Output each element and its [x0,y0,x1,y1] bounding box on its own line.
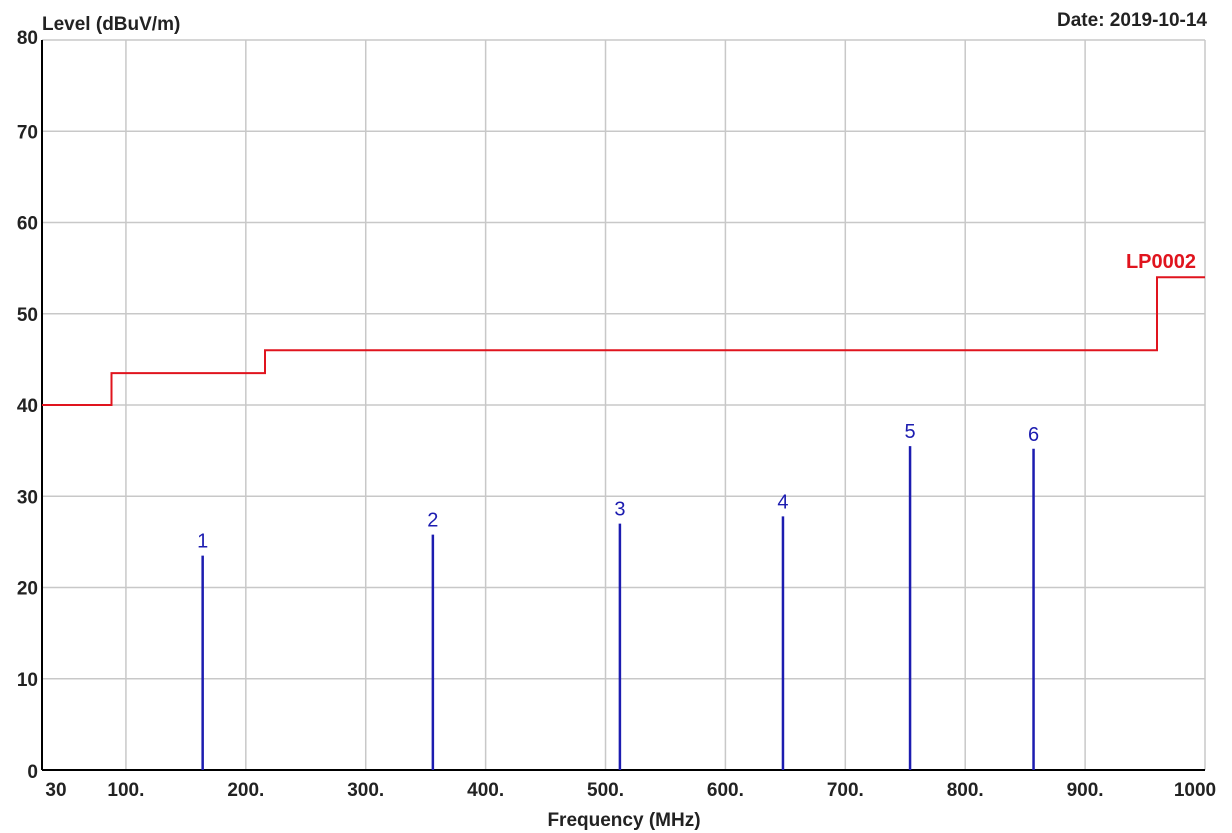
y-tick-label: 40 [17,396,38,417]
markers: 1 2 3 4 5 6 [197,421,1039,770]
x-tick-label: 30 [45,780,66,801]
y-tick-label: 20 [17,579,38,600]
x-tick-label: 900. [1067,780,1104,801]
y-axis-label: Level (dBuV/m) [42,14,180,35]
x-tick-label: 300. [347,780,384,801]
x-tick-label: 200. [227,780,264,801]
y-tick-label: 80 [17,28,38,49]
marker-label-2: 2 [427,510,438,532]
x-axis-label: Frequency (MHz) [547,810,700,831]
x-tick-label: 400. [467,780,504,801]
date-label: Date: 2019-10-14 [1057,10,1207,31]
grid-lines [42,39,1206,770]
marker-label-4: 4 [777,491,788,513]
x-tick-label: 800. [947,780,984,801]
y-tick-label: 50 [17,305,38,326]
limit-line-path [42,276,1205,406]
marker-label-6: 6 [1028,424,1039,446]
marker-label-5: 5 [904,421,915,443]
x-tick-label: 100. [107,780,144,801]
marker-label-3: 3 [614,499,625,521]
y-tick-label: 30 [17,487,38,508]
y-tick-label: 0 [27,762,38,783]
marker-label-1: 1 [197,531,208,553]
x-tick-label: 1000 [1174,780,1216,801]
x-tick-label: 600. [707,780,744,801]
limit-line [42,276,1205,406]
tick-labels: 30 100. 200. 300. 400. 500. 600. 700. 800. 900. 10… [17,28,1216,801]
y-tick-label: 60 [17,214,38,235]
x-tick-label: 500. [587,780,624,801]
y-tick-label: 70 [17,122,38,143]
x-tick-label: 700. [827,780,864,801]
limit-line-label: LP0002 [1126,251,1196,273]
y-tick-label: 10 [17,670,38,691]
